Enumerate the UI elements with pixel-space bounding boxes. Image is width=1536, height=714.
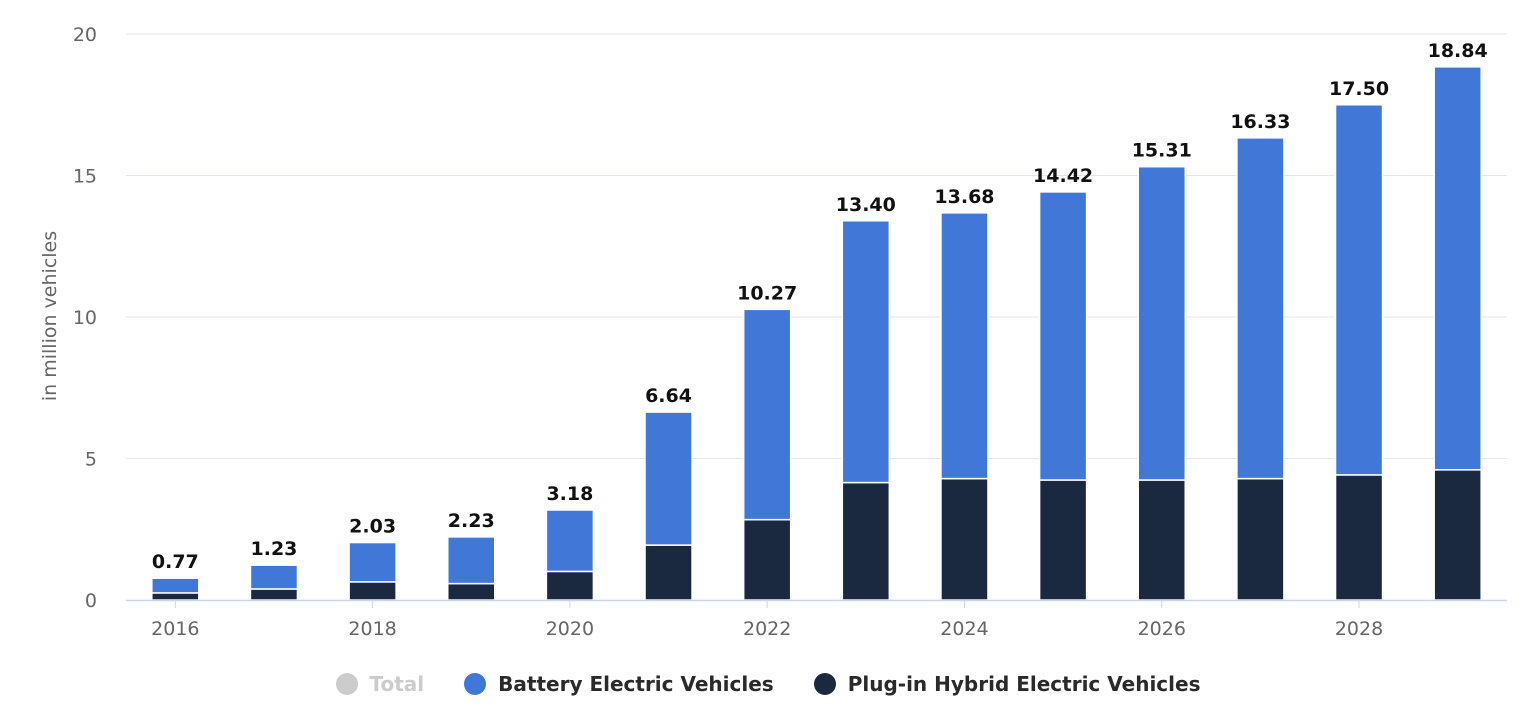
data-label-total-2029: 18.84 <box>1428 40 1488 62</box>
x-tick-label-2018: 2018 <box>348 618 396 640</box>
legend-dot-plug-in-hybrid <box>813 673 836 695</box>
x-tick-label-2016: 2016 <box>151 618 199 640</box>
bar-bev-2017 <box>249 564 299 590</box>
bar-bev-2027 <box>1236 137 1285 480</box>
data-label-total-2026: 15.31 <box>1132 140 1192 162</box>
y-tick-label-0: 0 <box>85 590 97 612</box>
legend-dot-total <box>335 673 358 695</box>
bar-phev-2024 <box>940 477 989 601</box>
bar-bev-2029 <box>1433 66 1482 471</box>
legend-item-plug-in-hybrid[interactable]: Plug-in Hybrid Electric Vehicles <box>813 672 1201 696</box>
data-label-total-2021: 6.64 <box>645 385 692 407</box>
bar-phev-2028 <box>1334 474 1384 601</box>
data-labels-layer: 0.77 1.23 2.03 2.23 3.18 6.64 10.27 13.40 13.68 1… <box>152 40 1488 573</box>
legend-label-battery-electric: Battery Electric Vehicles <box>498 672 774 696</box>
bar-phev-2021 <box>644 544 693 601</box>
bar-phev-2016 <box>151 592 200 601</box>
bar-phev-2023 <box>841 481 891 601</box>
grid-layer <box>126 33 1507 459</box>
bar-bev-2018 <box>348 541 397 583</box>
bar-bev-2025 <box>1038 191 1088 481</box>
x-tick-label-2022: 2022 <box>743 618 791 640</box>
bars-layer <box>151 66 1482 601</box>
x-tick-label-2028: 2028 <box>1335 618 1383 640</box>
data-label-total-2019: 2.23 <box>448 510 495 532</box>
bar-chart: 0.77 1.23 2.03 2.23 3.18 6.64 10.27 13.40 13.68 1… <box>39 24 1507 640</box>
bar-bev-2024 <box>940 212 989 480</box>
bar-bev-2016 <box>151 577 200 594</box>
bar-phev-2022 <box>742 518 792 601</box>
y-tick-label-5: 5 <box>85 449 97 471</box>
bar-phev-2019 <box>447 582 496 601</box>
bar-phev-2018 <box>348 581 397 601</box>
bar-bev-2023 <box>841 220 891 484</box>
bar-bev-2028 <box>1334 104 1384 476</box>
legend-item-total[interactable]: Total <box>335 672 425 696</box>
bar-bev-2019 <box>447 536 496 585</box>
data-label-total-2024: 13.68 <box>934 186 994 208</box>
bar-phev-2026 <box>1137 479 1186 601</box>
bar-phev-2025 <box>1038 479 1088 601</box>
legend-label-total: Total <box>369 672 425 696</box>
data-label-total-2022: 10.27 <box>737 282 797 304</box>
data-label-total-2025: 14.42 <box>1033 165 1093 187</box>
bar-phev-2020 <box>545 570 595 601</box>
x-tick-label-2024: 2024 <box>940 618 988 640</box>
bar-bev-2020 <box>545 509 595 573</box>
bar-phev-2029 <box>1433 469 1482 601</box>
data-label-total-2020: 3.18 <box>546 483 593 505</box>
bar-bev-2026 <box>1137 165 1186 481</box>
bar-phev-2027 <box>1236 477 1285 601</box>
x-tick-label-2020: 2020 <box>546 618 594 640</box>
y-tick-label-15: 15 <box>73 166 97 188</box>
data-label-total-2028: 17.50 <box>1329 78 1389 100</box>
bar-bev-2022 <box>742 308 792 521</box>
legend-item-battery-electric[interactable]: Battery Electric Vehicles <box>464 672 774 696</box>
data-label-total-2016: 0.77 <box>152 551 199 573</box>
axis-layer: 0 5 10 15 20 2016 2018 2020 2022 2024 2026 2028 <box>73 24 1507 640</box>
legend: Total Battery Electric Vehicles Plug-in … <box>0 668 1536 700</box>
x-tick-label-2026: 2026 <box>1138 618 1186 640</box>
y-axis-title: in million vehicles <box>39 231 61 401</box>
y-tick-label-20: 20 <box>73 24 97 46</box>
legend-label-plug-in-hybrid: Plug-in Hybrid Electric Vehicles <box>847 672 1201 696</box>
bar-phev-2017 <box>249 588 299 601</box>
bar-bev-2021 <box>644 411 693 546</box>
legend-dot-battery-electric <box>464 673 487 695</box>
data-label-total-2027: 16.33 <box>1230 111 1290 133</box>
y-tick-label-10: 10 <box>73 307 97 329</box>
data-label-total-2023: 13.40 <box>836 194 896 216</box>
data-label-total-2017: 1.23 <box>251 538 298 560</box>
data-label-total-2018: 2.03 <box>349 516 396 538</box>
